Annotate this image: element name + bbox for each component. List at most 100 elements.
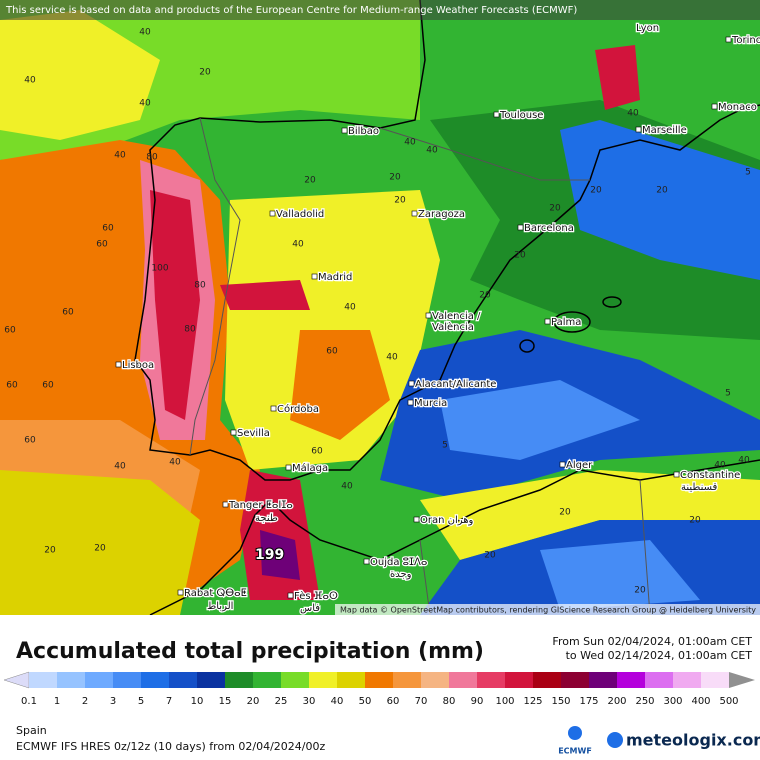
contour-label: 20 — [484, 551, 496, 561]
contour-label: 40 — [169, 458, 181, 468]
city-dot — [408, 380, 415, 387]
legend-title: Accumulated total precipitation (mm) — [16, 639, 484, 664]
scale-label: 300 — [663, 696, 682, 707]
contour-label: 60 — [326, 347, 338, 357]
scale-swatch — [393, 672, 421, 688]
contour-label: 20 — [590, 186, 602, 196]
scale-swatch — [253, 672, 281, 688]
brand-logo — [607, 732, 623, 748]
scale-swatch — [645, 672, 673, 688]
contour-label: 40 — [114, 151, 126, 161]
contour-label: 40 — [114, 462, 126, 472]
scale-swatch — [701, 672, 729, 688]
place-label: Monaco — [718, 102, 757, 113]
contour-label: 40 — [404, 138, 416, 148]
ecmwf-text: ECMWF — [558, 747, 592, 756]
ecmwf-logo — [568, 726, 582, 740]
field — [540, 540, 700, 610]
map: This service is based on data and produc… — [0, 0, 760, 615]
city-dot — [635, 126, 642, 133]
scale-label: 3 — [110, 696, 116, 707]
legend: Accumulated total precipitation (mm) Fro… — [3, 635, 760, 756]
contour-label: 20 — [394, 196, 406, 206]
scale-swatch — [29, 672, 57, 688]
place-label: Lyon — [636, 23, 659, 34]
place-label: Valencia / — [432, 311, 481, 322]
scale-swatch — [505, 672, 533, 688]
scale-label: 5 — [138, 696, 144, 707]
contour-label: 20 — [559, 508, 571, 518]
contour-label: 60 — [96, 240, 108, 250]
attribution-bg — [0, 0, 760, 20]
place-label: Fès ⴼⴰⵙ — [294, 590, 338, 602]
scale-swatch — [197, 672, 225, 688]
contour-label: 40 — [139, 28, 151, 38]
scale-swatch — [309, 672, 337, 688]
place-label: وجدة — [390, 569, 412, 580]
city-dot — [493, 111, 500, 118]
scale-swatch — [225, 672, 253, 688]
max-label: 199 — [255, 547, 284, 563]
model: ECMWF IFS HRES 0z/12z (10 days) from 02/… — [16, 740, 326, 753]
city-dot — [341, 127, 348, 134]
contour-label: 20 — [689, 516, 701, 526]
scale-label: 15 — [219, 696, 232, 707]
field — [420, 470, 760, 560]
place-label: Oran وهران — [420, 515, 474, 526]
place-label: طنجة — [255, 513, 278, 524]
scale-swatch — [337, 672, 365, 688]
place-label: الرباط — [207, 601, 233, 612]
place-label: Bilbao — [348, 126, 379, 137]
place-label: Zaragoza — [418, 209, 465, 220]
scale-label: 7 — [166, 696, 172, 707]
scale-arrow-low — [3, 671, 30, 689]
scale-label: 500 — [719, 696, 738, 707]
place-label: Córdoba — [277, 403, 319, 415]
contour-label: 20 — [479, 291, 491, 301]
scale-swatch — [561, 672, 589, 688]
scale-swatch — [141, 672, 169, 688]
scale-swatch — [57, 672, 85, 688]
place-label: València — [432, 321, 474, 333]
place-label: Toulouse — [499, 110, 543, 121]
contour-label: 60 — [62, 308, 74, 318]
contour-label: 40 — [341, 482, 353, 492]
contour-label: 80 — [184, 325, 196, 335]
contour-label: 40 — [426, 146, 438, 156]
scale-swatch — [169, 672, 197, 688]
brand: meteologix.com — [626, 731, 760, 750]
period-from: From Sun 02/04/2024, 01:00am CET — [552, 635, 752, 648]
scale-label: 150 — [551, 696, 570, 707]
field — [0, 10, 160, 140]
contour-label: 5 — [745, 168, 751, 178]
contour-label: 40 — [292, 240, 304, 250]
city-dot — [517, 224, 524, 231]
place-label: Lisboa — [122, 360, 154, 371]
city-dot — [311, 273, 318, 280]
scale-label: 200 — [607, 696, 626, 707]
city-dot — [285, 464, 292, 471]
attribution: This service is based on data and produc… — [5, 5, 577, 16]
contour-label: 60 — [311, 447, 323, 457]
scale-label: 70 — [415, 696, 428, 707]
place-label: Marseille — [642, 125, 687, 136]
field — [440, 380, 640, 460]
scale-label: 10 — [191, 696, 204, 707]
scale-swatch — [281, 672, 309, 688]
place-label: قسنطينة — [681, 482, 718, 493]
contour-label: 40 — [386, 353, 398, 363]
credit-bg — [335, 604, 760, 615]
contour-label: 60 — [102, 224, 114, 234]
contour-label: 40 — [24, 76, 36, 86]
scale-swatch — [617, 672, 645, 688]
island — [519, 339, 535, 353]
contour-label: 40 — [139, 99, 151, 109]
field — [560, 120, 760, 280]
contour-label: 40 — [344, 303, 356, 313]
field — [240, 470, 320, 600]
field — [220, 280, 310, 310]
place-label: Torino — [731, 35, 760, 46]
city-dot — [725, 36, 732, 43]
city-dot — [287, 592, 294, 599]
